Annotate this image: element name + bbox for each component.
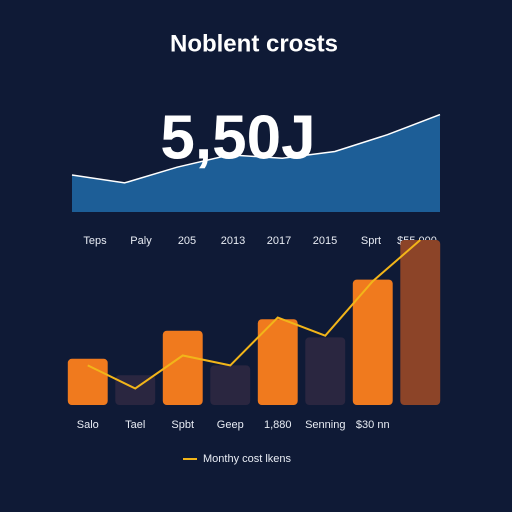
x-tick-label: Tael: [125, 419, 145, 431]
bar: [210, 365, 251, 405]
bar: [257, 319, 298, 405]
x-tick-label: Sprt: [361, 235, 381, 247]
x-tick-label: 2015: [313, 235, 337, 247]
x-tick-label: Teps: [83, 235, 107, 247]
x-tick-label: 2013: [221, 235, 245, 247]
bar-chart: Salo Tael Spbt Geep 1,880 Senning $30 nn Monthy…: [67, 239, 441, 465]
x-tick-label: Geep: [217, 419, 244, 431]
x-tick-label: Paly: [130, 235, 152, 247]
bar: [305, 337, 346, 405]
bar: [400, 240, 441, 405]
x-tick-label: Senning: [305, 419, 345, 431]
x-tick-label: 1,880: [264, 419, 292, 431]
bar: [162, 330, 203, 405]
area-line: [71, 113, 441, 184]
x-tick-label: Salo: [77, 419, 99, 431]
line-series: [87, 239, 421, 390]
legend-label: Monthy cost lkens: [203, 453, 292, 465]
x-tick-label: $30 nn: [356, 419, 390, 431]
x-tick-label: 205: [178, 235, 196, 247]
kpi-value: 5,50J: [160, 103, 315, 172]
area: [72, 114, 440, 212]
x-tick-label: 2017: [267, 235, 291, 247]
bar: [352, 279, 393, 405]
title: Noblent crosts: [170, 30, 338, 57]
x-tick-label: Spbt: [171, 419, 194, 431]
